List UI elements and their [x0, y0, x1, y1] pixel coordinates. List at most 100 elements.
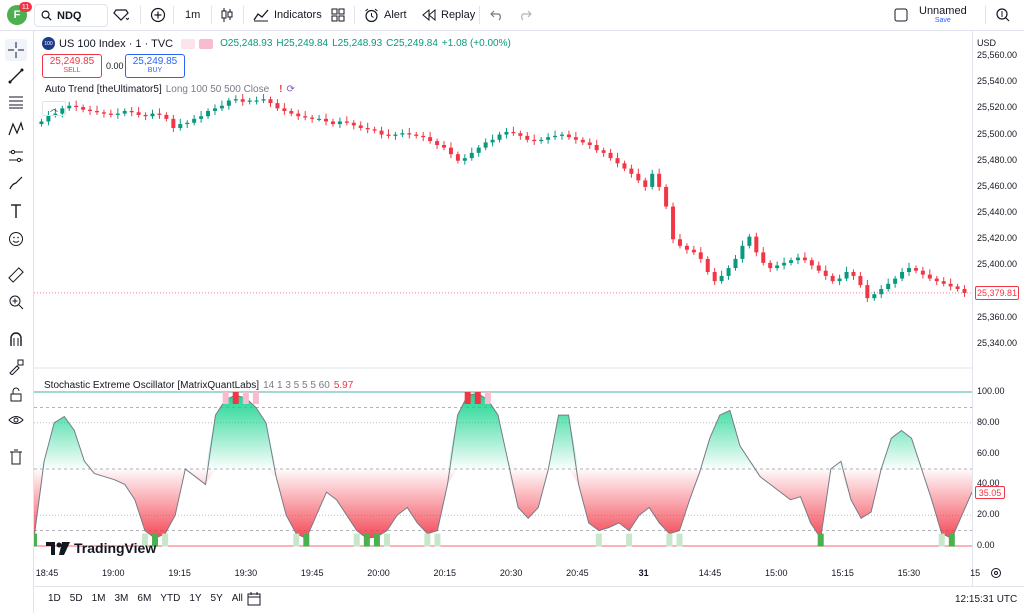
candle-body	[941, 281, 946, 284]
fib-retracement-icon[interactable]	[5, 91, 27, 113]
alert-button[interactable]: Alert	[364, 5, 407, 25]
candle-body	[497, 134, 502, 140]
time-axis-label: 19:00	[102, 568, 125, 578]
time-axis-label: 15:15	[831, 568, 854, 578]
zoom-in-icon[interactable]	[5, 291, 27, 313]
price-axis-label: 25,440.00	[977, 207, 1018, 218]
layout-checkbox[interactable]	[894, 5, 908, 25]
chart-pane[interactable]	[34, 31, 972, 586]
collapse-legend-button[interactable]: ︿	[42, 101, 66, 116]
quick-search-icon[interactable]	[995, 5, 1011, 25]
ruler-icon[interactable]	[5, 264, 27, 286]
prediction-icon[interactable]	[5, 145, 27, 167]
trend-line-icon[interactable]	[5, 65, 27, 87]
time-axis-label: 19:15	[168, 568, 191, 578]
oversold-marker	[948, 533, 955, 547]
tradingview-icon	[46, 541, 70, 555]
range-button-1d[interactable]: 1D	[48, 593, 61, 604]
time-axis-label: 15:30	[897, 568, 921, 578]
buy-button[interactable]: 25,249.85 BUY	[125, 54, 185, 78]
time-axis-label: 19:30	[234, 568, 258, 578]
eye-icon[interactable]	[5, 409, 27, 431]
price-axis-label: 25,340.00	[977, 338, 1018, 348]
range-button-all[interactable]: All	[231, 593, 243, 604]
range-button-1m[interactable]: 1M	[91, 593, 106, 604]
candle-body	[671, 206, 676, 240]
candle-body	[594, 145, 599, 151]
range-button-5d[interactable]: 5D	[69, 593, 83, 604]
compare-add-icon[interactable]	[150, 5, 166, 25]
unlock-icon[interactable]	[5, 383, 27, 405]
emoji-icon[interactable]	[5, 228, 27, 250]
templates-icon[interactable]	[331, 5, 345, 25]
time-axis-label: 18:45	[35, 568, 59, 578]
warning-icon[interactable]: !	[279, 84, 283, 95]
candle-body	[719, 275, 724, 282]
candle-body	[802, 257, 807, 261]
time-axis[interactable]: 18:45 19:00 19:15 19:30 19:45 20:00 20:15 20:30…	[34, 563, 980, 583]
tradingview-logo[interactable]: TradingView	[46, 540, 156, 556]
candle-body	[199, 116, 204, 119]
candle-body	[46, 114, 51, 122]
range-button-5y[interactable]: 5Y	[210, 593, 223, 604]
candle-body	[553, 135, 558, 138]
candle-body	[858, 275, 863, 286]
candle-body	[337, 121, 342, 125]
candle-body	[504, 131, 509, 135]
price-axis-label: 25,560.00	[977, 50, 1018, 60]
oversold-marker	[938, 533, 945, 547]
price-axis[interactable]: USD 25,560.00 25,540.00 25,520.00 25,500.00…	[972, 31, 1024, 586]
lock-drawing-icon[interactable]	[5, 356, 27, 378]
candle-body	[185, 122, 190, 125]
brush-icon[interactable]	[5, 172, 27, 194]
candle-type-icon[interactable]	[220, 5, 234, 25]
diamond-icon[interactable]	[113, 5, 129, 25]
settings-icon[interactable]	[990, 567, 1002, 582]
overbought-marker	[464, 392, 471, 404]
undo-icon[interactable]	[490, 5, 504, 25]
candle-body	[129, 110, 134, 113]
range-button-3m[interactable]: 3M	[114, 593, 129, 604]
crosshair-icon[interactable]	[5, 39, 27, 61]
replay-button[interactable]: Replay	[422, 5, 475, 25]
compare-icon[interactable]	[199, 38, 214, 49]
candle-body	[927, 274, 932, 279]
redo-icon[interactable]	[518, 5, 532, 25]
currency-label[interactable]: USD	[977, 38, 997, 48]
visibility-toggle-icon[interactable]	[181, 38, 196, 49]
price-axis-label: 25,460.00	[977, 180, 1018, 191]
magnet-icon[interactable]	[5, 328, 27, 350]
range-button-ytd[interactable]: YTD	[160, 593, 181, 604]
price-axis-label: 25,360.00	[977, 311, 1018, 322]
candle-body	[122, 110, 127, 114]
candle-body	[539, 139, 544, 142]
range-button-1y[interactable]: 1Y	[189, 593, 202, 604]
layout-name-button[interactable]: Unnamed Save	[919, 5, 967, 24]
symbol-legend[interactable]: 100 US 100 Index · 1 · TVC O25,248.93 H2…	[42, 37, 511, 50]
goto-date-icon[interactable]	[246, 591, 262, 610]
sell-button[interactable]: 25,249.85 SELL	[42, 54, 102, 78]
oversold-marker	[141, 533, 148, 547]
candle-body	[261, 99, 266, 101]
candle-body	[289, 110, 294, 114]
interval-button[interactable]: 1m	[185, 9, 201, 21]
indicator-legend-auto-trend[interactable]: Auto Trend [theUltimator5] Long 100 50 5…	[45, 84, 295, 95]
candle-body	[462, 158, 467, 161]
candle-body	[192, 118, 197, 123]
indicators-button[interactable]: Indicators	[253, 5, 322, 25]
clock[interactable]: 12:15:31 UTC	[955, 594, 1018, 605]
overbought-marker	[252, 392, 259, 404]
indicator-legend-stochastic[interactable]: Stochastic Extreme Oscillator [MatrixQua…	[44, 380, 353, 391]
range-button-6m[interactable]: 6M	[137, 593, 152, 604]
pattern-icon[interactable]	[5, 118, 27, 140]
time-axis-label: 20:15	[433, 568, 457, 578]
candle-body	[893, 278, 898, 284]
candle-body	[414, 134, 419, 136]
candle-body	[247, 100, 252, 102]
text-icon[interactable]	[5, 200, 27, 222]
candle-body	[101, 112, 106, 114]
symbol-search[interactable]: NDQ	[34, 4, 108, 27]
time-axis-label: 14:45	[698, 568, 722, 578]
price-axis-label: 25,520.00	[977, 102, 1018, 113]
trash-icon[interactable]	[5, 446, 27, 468]
